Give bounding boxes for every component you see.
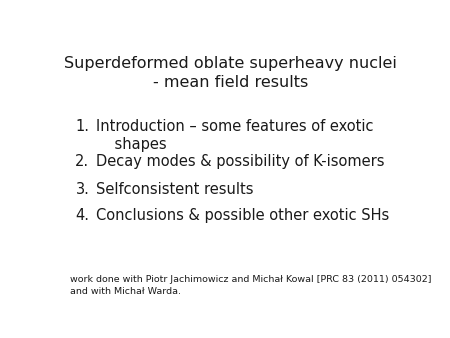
Text: Conclusions & possible other exotic SHs: Conclusions & possible other exotic SHs bbox=[96, 209, 390, 223]
Text: work done with Piotr Jachimowicz and Michał Kowal [PRC 83 (2011) 054302]
and wit: work done with Piotr Jachimowicz and Mic… bbox=[70, 275, 432, 296]
Text: 4.: 4. bbox=[76, 209, 90, 223]
Text: Introduction – some features of exotic
    shapes: Introduction – some features of exotic s… bbox=[96, 119, 374, 152]
Text: 1.: 1. bbox=[76, 119, 90, 134]
Text: 3.: 3. bbox=[76, 183, 90, 197]
Text: 2.: 2. bbox=[75, 154, 90, 169]
Text: Superdeformed oblate superheavy nuclei
- mean field results: Superdeformed oblate superheavy nuclei -… bbox=[64, 56, 397, 90]
Text: Decay modes & possibility of K-isomers: Decay modes & possibility of K-isomers bbox=[96, 154, 385, 169]
Text: Selfconsistent results: Selfconsistent results bbox=[96, 183, 254, 197]
